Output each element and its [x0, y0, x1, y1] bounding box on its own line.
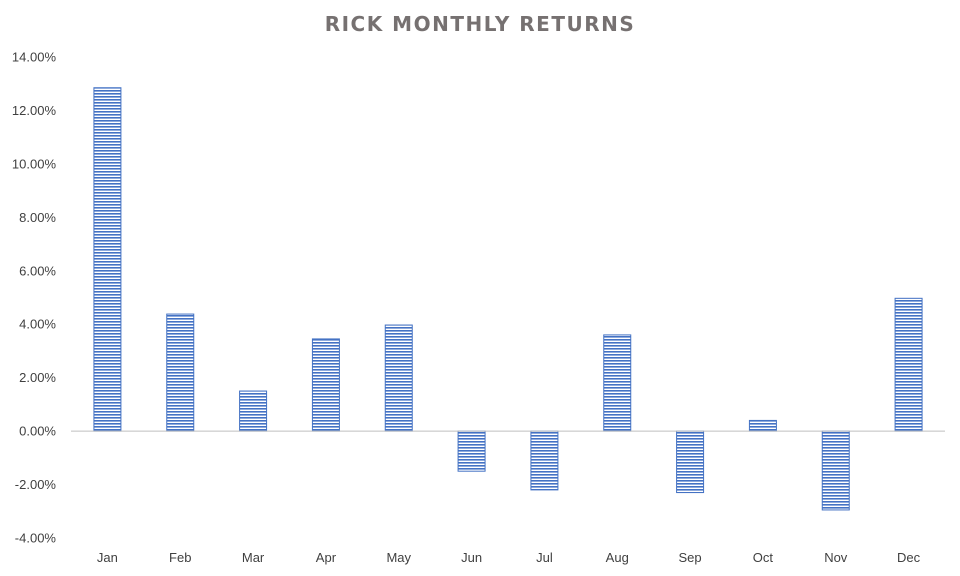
y-tick-label: 14.00% — [12, 50, 57, 65]
x-tick-label: Apr — [316, 550, 337, 565]
bar-mar — [239, 390, 268, 432]
y-tick-label: 6.00% — [19, 263, 56, 278]
y-tick-label: -2.00% — [15, 477, 57, 492]
x-tick-label: Jan — [97, 550, 118, 565]
bar-oct — [748, 419, 777, 432]
x-tick-label: Nov — [824, 550, 848, 565]
x-tick-label: May — [386, 550, 411, 565]
x-tick-label: Aug — [606, 550, 629, 565]
y-tick-label: -4.00% — [15, 531, 57, 546]
x-tick-label: Jun — [461, 550, 482, 565]
x-tick-label: Mar — [242, 550, 265, 565]
bar-jun — [457, 430, 486, 472]
bar-nov — [821, 430, 850, 511]
x-axis-ticks: Jan Feb Mar Apr May Jun Jul Aug Sep Oct Nov Dec — [97, 550, 921, 565]
y-tick-label: 12.00% — [12, 103, 57, 118]
y-tick-label: 4.00% — [19, 317, 56, 332]
y-axis-ticks: -4.00% -2.00% 0.00% 2.00% 4.00% 6.00% 8.00% 10.… — [12, 50, 57, 546]
y-tick-label: 8.00% — [19, 210, 56, 225]
bar-apr — [311, 338, 340, 432]
y-tick-label: 10.00% — [12, 156, 57, 171]
y-tick-label: 0.00% — [19, 424, 56, 439]
bar-aug — [603, 334, 632, 432]
bars — [93, 87, 923, 511]
bar-jul — [530, 430, 559, 491]
x-tick-label: Feb — [169, 550, 191, 565]
x-tick-label: Oct — [753, 550, 774, 565]
x-tick-label: Sep — [679, 550, 702, 565]
x-tick-label: Jul — [536, 550, 553, 565]
bar-feb — [166, 313, 195, 432]
chart-title: RICK MONTHLY RETURNS — [324, 12, 636, 36]
bar-dec — [894, 297, 923, 432]
bar-sep — [676, 430, 705, 494]
bar-may — [384, 324, 413, 432]
y-tick-label: 2.00% — [19, 370, 56, 385]
x-tick-label: Dec — [897, 550, 921, 565]
bar-jan — [93, 87, 122, 432]
